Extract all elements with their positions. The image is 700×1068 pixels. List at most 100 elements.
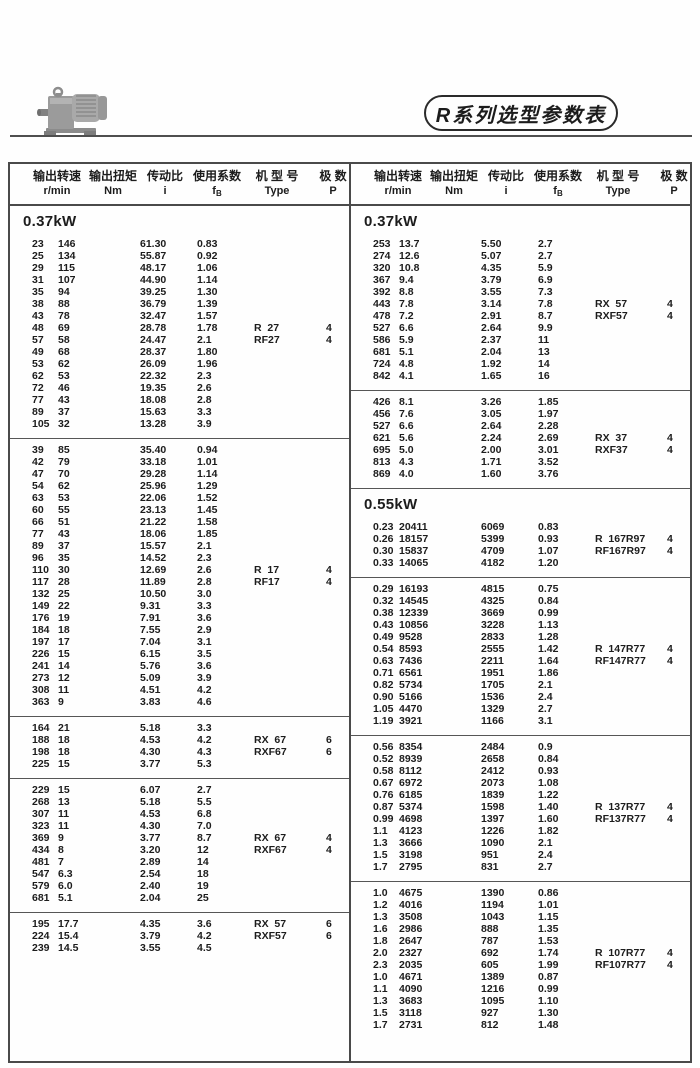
cell-service-factor: 8.7 — [197, 832, 212, 844]
cell-poles — [326, 394, 349, 406]
table-row: 0.76 6185 1839 1.22 — [351, 789, 690, 801]
cell-ratio: 3.05 — [481, 408, 502, 420]
cell-service-factor: 2.1 — [538, 837, 553, 849]
cell-type — [595, 346, 667, 358]
cell-ratio: 1.65 — [481, 370, 502, 382]
cell-output-torque: 5166 — [399, 691, 423, 703]
cell-service-factor: 4.2 — [197, 930, 212, 942]
cell-output-speed: 367 — [373, 274, 391, 286]
cell-type: R 167R97 — [595, 533, 646, 545]
cell-poles — [326, 310, 349, 322]
cell-ratio: 55.87 — [140, 250, 167, 262]
cell-output-speed: 224 — [32, 930, 50, 942]
power-section-label: 0.37kW — [23, 213, 77, 230]
cell-output-speed: 392 — [373, 286, 391, 298]
cell-output-speed: 38 — [32, 298, 44, 310]
cell-ratio: 2.04 — [481, 346, 502, 358]
cell-service-factor: 5.5 — [197, 796, 212, 808]
cell-ratio: 7.91 — [140, 612, 161, 624]
cell-type — [595, 923, 667, 935]
cell-service-factor: 0.9 — [538, 741, 553, 753]
cell-poles — [326, 868, 349, 880]
cell-output-torque: 5.9 — [399, 334, 414, 346]
cell-type — [254, 588, 326, 600]
cell-service-factor: 1.85 — [197, 528, 218, 540]
header-zh-label: 输出扭矩 — [89, 169, 138, 183]
cell-poles — [667, 911, 690, 923]
cell-service-factor: 1.42 — [538, 643, 559, 655]
cell-output-speed: 274 — [373, 250, 391, 262]
cell-ratio: 13.28 — [140, 418, 167, 430]
cell-service-factor: 1.07 — [538, 545, 559, 557]
cell-service-factor: 2.1 — [538, 679, 553, 691]
cell-output-speed: 96 — [32, 552, 44, 564]
cell-service-factor: 3.76 — [538, 468, 559, 480]
table-row: 2.0 2327 692 1.74 R 107R77 4 — [351, 947, 690, 959]
ratio-block: 0.56 8354 2484 0.9 0.52 8939 2658 0.84 0.58 8112 2… — [351, 736, 690, 882]
cell-type — [595, 777, 667, 789]
table-row: 1.7 2795 831 2.7 — [351, 861, 690, 873]
table-row: 164 21 5.18 3.3 — [10, 722, 349, 734]
table-row: 110 30 12.69 2.6 R 17 4 — [10, 564, 349, 576]
cell-ratio: 35.40 — [140, 444, 167, 456]
header-col-output-speed: 输出转速 r/min — [374, 169, 422, 198]
cell-output-torque: 85 — [58, 444, 70, 456]
cell-type — [254, 672, 326, 684]
cell-type — [254, 796, 326, 808]
cell-ratio: 1166 — [481, 715, 504, 727]
ratio-block: 253 13.7 5.50 2.7 274 12.6 5.07 2.7 320 10.8 4.35 5… — [351, 233, 690, 391]
cell-type — [254, 262, 326, 274]
table-row: 481 7 2.89 14 — [10, 856, 349, 868]
cell-type — [254, 942, 326, 954]
header-zh-label: 使用系数 — [534, 169, 583, 183]
cell-output-torque: 88 — [58, 298, 70, 310]
header-col-ratio: 传动比 i — [147, 169, 183, 198]
power-section-label: 0.55kW — [364, 496, 418, 513]
cell-service-factor: 2.4 — [538, 849, 553, 861]
cell-output-speed: 323 — [32, 820, 50, 832]
cell-output-torque: 6.3 — [58, 868, 73, 880]
cell-service-factor: 1.13 — [538, 619, 559, 631]
cell-poles — [667, 595, 690, 607]
cell-output-torque: 6972 — [399, 777, 423, 789]
series-title-badge: R系列选型参数表 — [424, 95, 618, 131]
cell-type: RF27 — [254, 334, 280, 346]
header-zh-label: 极 数 — [660, 169, 688, 183]
cell-type — [595, 765, 667, 777]
cell-poles — [667, 468, 690, 480]
cell-output-torque: 5374 — [399, 801, 423, 813]
table-row: 63 53 22.06 1.52 — [10, 492, 349, 504]
cell-output-speed: 49 — [32, 346, 44, 358]
ratio-block: 195 17.7 4.35 3.6 RX 57 6 224 15.4 3.79 4.2 RXF57 6… — [10, 913, 349, 962]
cell-ratio: 1.60 — [481, 468, 502, 480]
cell-ratio: 2.37 — [481, 334, 502, 346]
table-row: 47 70 29.28 1.14 — [10, 468, 349, 480]
power-section-label: 0.37kW — [364, 213, 418, 230]
cell-output-speed: 42 — [32, 456, 44, 468]
cell-output-torque: 7436 — [399, 655, 423, 667]
cell-poles — [326, 528, 349, 540]
cell-output-speed: 117 — [32, 576, 49, 588]
table-row: 53 62 26.09 1.96 — [10, 358, 349, 370]
cell-output-speed: 63 — [32, 492, 44, 504]
cell-type — [595, 358, 667, 370]
cell-ratio: 4.30 — [140, 746, 161, 758]
header-col-output-speed: 输出转速 r/min — [33, 169, 81, 198]
cell-ratio: 3.77 — [140, 832, 161, 844]
table-row: 23 146 61.30 0.83 — [10, 238, 349, 250]
cell-poles: 4 — [326, 832, 332, 844]
cell-output-speed: 1.5 — [373, 849, 388, 861]
cell-poles — [667, 971, 690, 983]
cell-output-speed: 184 — [32, 624, 50, 636]
cell-output-torque: 21 — [58, 722, 70, 734]
cell-type — [254, 298, 326, 310]
table-row: 0.33 14065 4182 1.20 — [351, 557, 690, 569]
cell-output-speed: 527 — [373, 322, 391, 334]
cell-ratio: 2.91 — [481, 310, 502, 322]
header-zh-label: 输出扭矩 — [430, 169, 479, 183]
cell-output-speed: 110 — [32, 564, 49, 576]
cell-service-factor: 3.01 — [538, 444, 559, 456]
table-row: 253 13.7 5.50 2.7 — [351, 238, 690, 250]
cell-service-factor: 2.7 — [538, 861, 553, 873]
cell-output-torque: 68 — [58, 346, 70, 358]
